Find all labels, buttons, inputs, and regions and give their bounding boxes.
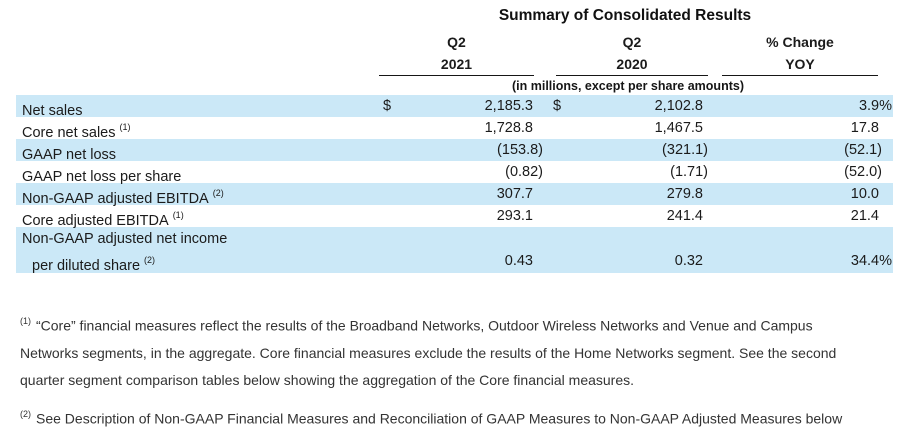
value-pct-change: 3.9% xyxy=(708,95,893,117)
footnote-ref: (2) xyxy=(212,188,224,198)
column-period: Q2 xyxy=(622,34,642,50)
footnote-text: See Description of Non-GAAP Financial Me… xyxy=(36,410,843,427)
cell-value: 17.8 xyxy=(850,120,879,136)
dollar-sign xyxy=(377,117,383,139)
dollar-sign xyxy=(377,139,383,161)
cell-value: 21.4 xyxy=(850,208,879,224)
dollar-sign: $ xyxy=(553,98,562,114)
dollar-sign xyxy=(377,161,383,183)
table-row-net-sales: Net sales $2,185.3 $2,102.8 3.9% xyxy=(16,95,893,119)
cell-value: 241.4 xyxy=(666,208,703,224)
column-header-q2-2020: Q2 2020 xyxy=(556,31,708,76)
cell-value: 0.43 xyxy=(504,253,533,269)
value-pct-change: 17.8 xyxy=(708,117,893,139)
cell-value: 2,185.3 xyxy=(484,98,533,114)
dollar-sign xyxy=(543,139,553,161)
dollar-sign xyxy=(543,205,553,227)
value-q2-2021: 307.7 xyxy=(377,183,543,205)
row-label: Net sales xyxy=(22,102,83,119)
cell-value: (0.82) xyxy=(505,164,543,180)
column-header-q2-2021: Q2 2021 xyxy=(379,31,534,76)
value-q2-2020: 0.32 xyxy=(543,227,708,273)
row-label: Core net sales (1) xyxy=(22,122,131,141)
footnote-text: “Core” financial measures reflect the re… xyxy=(20,317,837,388)
cell-value: (52.0) xyxy=(844,164,882,180)
table-row-non-gaap-adjusted-net-income: Non-GAAP adjusted net income per diluted… xyxy=(16,227,893,274)
dollar-sign: $ xyxy=(383,98,392,114)
value-q2-2021: (0.82) xyxy=(377,161,543,183)
cell-value: 34.4% xyxy=(850,253,892,269)
footnotes-section: (1) “Core” financial measures reflect the… xyxy=(20,309,870,440)
cell-value: 1,728.8 xyxy=(484,120,533,136)
cell-value: 2,102.8 xyxy=(654,98,703,114)
dollar-sign xyxy=(543,183,553,205)
value-pct-change: (52.1) xyxy=(708,139,893,161)
row-label-line1: Non-GAAP adjusted net income xyxy=(22,231,228,247)
footnote-ref: (1) xyxy=(172,210,184,220)
table-row-core-adjusted-ebitda: Core adjusted EBITDA (1) 293.1 241.4 21.4 xyxy=(16,205,893,229)
value-q2-2021: (153.8) xyxy=(377,139,543,161)
cell-value: 279.8 xyxy=(666,186,703,202)
footnote-marker: (1) xyxy=(20,316,31,326)
column-period: % Change xyxy=(766,34,834,50)
cell-value: (153.8) xyxy=(497,142,543,158)
dollar-sign xyxy=(377,183,383,205)
row-label: Non-GAAP adjusted net income per diluted… xyxy=(16,227,377,274)
row-label: GAAP net loss xyxy=(22,146,117,163)
page-title: Summary of Consolidated Results xyxy=(498,7,752,24)
table-row-core-net-sales: Core net sales (1) 1,728.8 1,467.5 17.8 xyxy=(16,117,893,141)
dollar-sign xyxy=(377,205,383,227)
column-year: YOY xyxy=(785,56,815,72)
row-label: GAAP net loss per share xyxy=(22,168,182,185)
cell-value: 0.32 xyxy=(674,253,703,269)
value-q2-2021: 1,728.8 xyxy=(377,117,543,139)
footnote-2: (2) See Description of Non-GAAP Financial… xyxy=(20,402,870,433)
table-row-gaap-net-loss: GAAP net loss (153.8) (321.1) (52.1) xyxy=(16,139,893,163)
cell-value: 293.1 xyxy=(496,208,533,224)
value-pct-change: 21.4 xyxy=(708,205,893,227)
cell-value: 3.9% xyxy=(858,98,892,114)
results-table: Net sales $2,185.3 $2,102.8 3.9% Core ne… xyxy=(16,95,893,274)
value-q2-2020: 241.4 xyxy=(543,205,708,227)
footnote-marker: (2) xyxy=(20,408,31,419)
cell-value: (52.1) xyxy=(844,142,882,158)
value-pct-change: 10.0 xyxy=(708,183,893,205)
value-q2-2020: (321.1) xyxy=(543,139,708,161)
value-pct-change: (52.0) xyxy=(708,161,893,183)
value-pct-change: 34.4% xyxy=(708,227,893,273)
table-row-gaap-net-loss-per-share: GAAP net loss per share (0.82) (1.71) (5… xyxy=(16,161,893,185)
cell-value: (321.1) xyxy=(662,142,708,158)
value-q2-2021: 293.1 xyxy=(377,205,543,227)
value-q2-2020: (1.71) xyxy=(543,161,708,183)
value-q2-2020: 279.8 xyxy=(543,183,708,205)
column-header-pct-change-yoy: % Change YOY xyxy=(722,31,878,76)
cell-value: (1.71) xyxy=(670,164,708,180)
cell-value: 10.0 xyxy=(850,186,879,202)
row-label: Core adjusted EBITDA (1) xyxy=(22,210,184,229)
row-label-line2: per diluted share (2) xyxy=(32,255,156,274)
column-year: 2020 xyxy=(616,56,648,72)
column-year: 2021 xyxy=(440,56,473,72)
footnote-ref: (2) xyxy=(144,255,156,265)
cell-value: 1,467.5 xyxy=(654,120,703,136)
table-row-non-gaap-adjusted-ebitda: Non-GAAP adjusted EBITDA (2) 307.7 279.8 … xyxy=(16,183,893,207)
value-q2-2021: 0.43 xyxy=(377,227,543,273)
units-note: (in millions, except per share amounts) xyxy=(511,79,744,93)
value-q2-2021: $2,185.3 xyxy=(377,95,543,117)
dollar-sign xyxy=(543,117,553,139)
footnote-1: (1) “Core” financial measures reflect the… xyxy=(20,309,870,394)
value-q2-2020: 1,467.5 xyxy=(543,117,708,139)
dollar-sign xyxy=(543,161,553,183)
cell-value: 307.7 xyxy=(496,186,533,202)
column-period: Q2 xyxy=(447,34,466,50)
value-q2-2020: $2,102.8 xyxy=(543,95,708,117)
footnote-ref: (1) xyxy=(119,122,131,132)
row-label: Non-GAAP adjusted EBITDA (2) xyxy=(22,188,224,207)
